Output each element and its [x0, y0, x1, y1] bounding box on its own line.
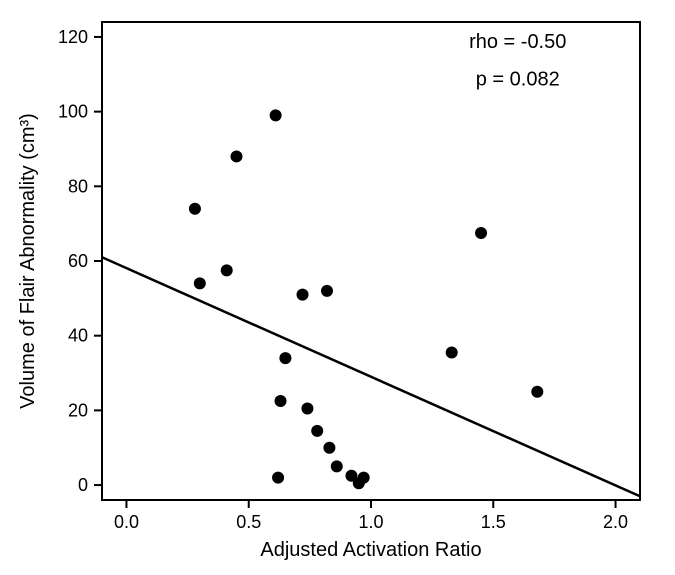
scatter-chart: 0.0 0.5 1.0 1.5 2.0 0 20 40 60 80 100 120 Adjusted A… [0, 0, 675, 575]
stat-p: p = 0.082 [476, 68, 560, 90]
x-tick-label: 1.0 [358, 512, 383, 532]
y-tick-label: 100 [58, 102, 88, 122]
data-point [272, 472, 284, 484]
data-point [475, 227, 487, 239]
data-point [321, 285, 333, 297]
stat-rho: rho = -0.50 [469, 31, 566, 53]
x-tick-label: 0.0 [114, 512, 139, 532]
trend-line [102, 257, 640, 496]
data-point [446, 346, 458, 358]
data-point [275, 395, 287, 407]
data-point [358, 472, 370, 484]
data-point [279, 352, 291, 364]
x-tick-label: 0.5 [236, 512, 261, 532]
data-point [323, 442, 335, 454]
y-tick-label: 40 [68, 326, 88, 346]
x-tick-label: 2.0 [603, 512, 628, 532]
data-point [189, 203, 201, 215]
y-tick-label: 20 [68, 400, 88, 420]
data-point [194, 277, 206, 289]
data-point [221, 264, 233, 276]
chart-svg: 0.0 0.5 1.0 1.5 2.0 0 20 40 60 80 100 120 Adjusted A… [0, 0, 675, 575]
data-point [331, 460, 343, 472]
data-point [311, 425, 323, 437]
y-tick-label: 120 [58, 27, 88, 47]
data-point [531, 386, 543, 398]
data-point [301, 403, 313, 415]
data-point [270, 109, 282, 121]
x-axis-label: Adjusted Activation Ratio [260, 539, 481, 561]
y-axis-label: Volume of Flair Abnormality (cm³) [17, 113, 39, 409]
x-tick-label: 1.5 [481, 512, 506, 532]
y-tick-label: 80 [68, 176, 88, 196]
plot-border [102, 22, 640, 500]
y-tick-label: 0 [78, 475, 88, 495]
data-point [231, 150, 243, 162]
y-tick-label: 60 [68, 251, 88, 271]
data-point [297, 289, 309, 301]
